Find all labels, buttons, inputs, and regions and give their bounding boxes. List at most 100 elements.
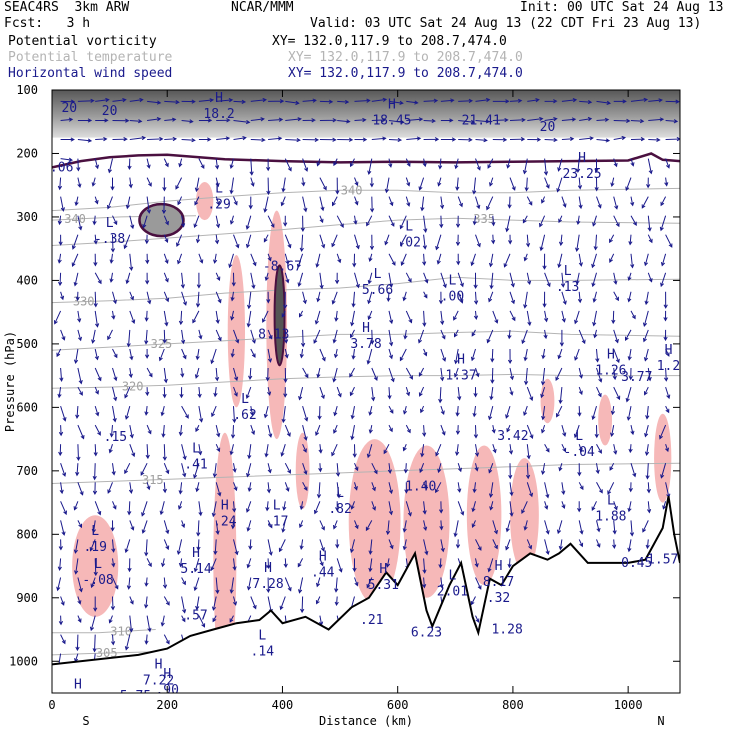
x-tick-label-3: 600 — [387, 698, 409, 712]
upper-cloud-band — [52, 90, 680, 138]
wind-vector-332 — [250, 348, 256, 358]
wind-vector-196 — [163, 463, 170, 475]
wind-vector-843 — [594, 158, 599, 173]
wind-vector-747 — [522, 158, 528, 175]
wind-vector-586 — [402, 539, 407, 551]
wind-vector-434 — [319, 196, 325, 212]
wind-vector-444 — [319, 386, 325, 400]
wind-vector-715 — [489, 501, 494, 511]
extremum-value-34: 5.31 — [368, 578, 399, 593]
wind-vector-372 — [266, 577, 271, 594]
wind-vector-350 — [266, 158, 271, 172]
wind-vector-577 — [405, 367, 413, 380]
wind-vector-765 — [521, 501, 528, 514]
wind-vector-896 — [630, 253, 635, 269]
wind-vector-446 — [315, 424, 321, 436]
wind-vector-333 — [248, 367, 253, 381]
x-tick-label-4: 800 — [502, 698, 524, 712]
extremum-marker-18: H — [607, 348, 615, 363]
wind-vector-670 — [472, 177, 477, 195]
wind-vector-416 — [302, 367, 309, 379]
wind-vector-829 — [574, 348, 580, 361]
wind-vector-400 — [279, 596, 286, 611]
wind-vector-436 — [319, 234, 326, 249]
pv-region-9 — [196, 182, 214, 221]
wind-vector-895 — [628, 234, 633, 246]
wind-vector-947 — [663, 310, 668, 322]
wind-vector-778 — [542, 291, 547, 308]
wind-vector-930 — [644, 444, 650, 457]
wind-vector-704 — [488, 291, 494, 303]
y-tick-label-3: 400 — [16, 273, 38, 287]
wind-vector-327 — [250, 253, 257, 267]
wind-vector-42 — [77, 329, 82, 342]
wind-vector-592 — [418, 177, 425, 191]
wind-vector-674 — [470, 253, 476, 267]
wind-vector-570 — [400, 234, 407, 247]
wind-vector-672 — [472, 215, 477, 226]
wind-vector-75 — [94, 386, 99, 395]
wind-vector-475 — [331, 443, 338, 457]
wind-vector-376 — [285, 137, 301, 143]
wind-vector-630 — [440, 405, 445, 415]
wind-vector-911 — [627, 539, 632, 553]
wind-vector-321 — [250, 137, 266, 143]
wind-vector-386 — [283, 329, 289, 344]
wind-vector-726 — [508, 234, 513, 245]
wind-vector-262 — [198, 615, 206, 628]
wind-vector-888 — [630, 97, 649, 102]
extremum-value-25: .41 — [184, 457, 207, 472]
wind-vector-599 — [422, 310, 427, 327]
wind-vector-217 — [178, 310, 184, 326]
wind-vector-138 — [124, 462, 131, 475]
wind-vector-383 — [284, 272, 290, 284]
wind-vector-499 — [349, 367, 355, 378]
wind-vector-149 — [147, 117, 162, 122]
field-label-pv: Potential vorticity — [8, 34, 157, 49]
wind-vector-641 — [458, 98, 474, 104]
wind-vector-734 — [509, 386, 514, 396]
wind-vector-770 — [544, 137, 558, 143]
wind-vector-612 — [422, 558, 427, 574]
pv-region-6 — [510, 458, 539, 573]
wind-vector-833 — [573, 424, 580, 439]
wind-vector-122 — [127, 158, 132, 171]
wind-vector-284 — [211, 501, 217, 518]
wind-vector-181 — [162, 177, 167, 192]
theta-contour-label-0: 340 — [341, 183, 363, 197]
wind-vector-886 — [612, 520, 617, 535]
wind-vector-278 — [213, 387, 218, 398]
wind-vector-772 — [544, 177, 550, 189]
wind-vector-429 — [319, 99, 334, 104]
extremum-marker-28: L — [607, 494, 615, 509]
wind-vector-788 — [544, 482, 550, 499]
wind-vector-589 — [423, 118, 436, 124]
wind-vector-283 — [215, 482, 222, 497]
wind-vector-730 — [509, 310, 516, 322]
wind-vector-137 — [129, 444, 136, 458]
wind-vector-275 — [215, 329, 222, 342]
wind-vector-864 — [613, 99, 627, 104]
wind-vector-722 — [506, 158, 511, 169]
wind-vector-808 — [556, 405, 563, 418]
wind-vector-792 — [561, 98, 578, 103]
wind-vector-414 — [300, 329, 306, 348]
wind-vector-929 — [644, 424, 649, 438]
extremum-value-1: 20 — [102, 104, 118, 119]
wind-vector-866 — [613, 135, 627, 141]
wind-vector-827 — [574, 310, 580, 325]
wind-vector-572 — [405, 272, 412, 283]
wind-vector-565 — [406, 136, 422, 141]
wind-vector-249 — [194, 367, 200, 379]
wind-vector-160 — [144, 329, 149, 345]
wind-vector-523 — [367, 310, 373, 321]
wind-vector-862 — [596, 520, 601, 533]
wind-vector-847 — [593, 234, 598, 251]
wind-vector-447 — [318, 444, 323, 454]
wind-vector-806 — [555, 367, 563, 382]
wind-vector-457 — [337, 99, 350, 105]
wind-vector-498 — [351, 348, 356, 360]
extremum-value-15: 8.13 — [258, 327, 289, 342]
wind-vector-419 — [302, 424, 308, 441]
wind-vector-663 — [453, 520, 459, 538]
